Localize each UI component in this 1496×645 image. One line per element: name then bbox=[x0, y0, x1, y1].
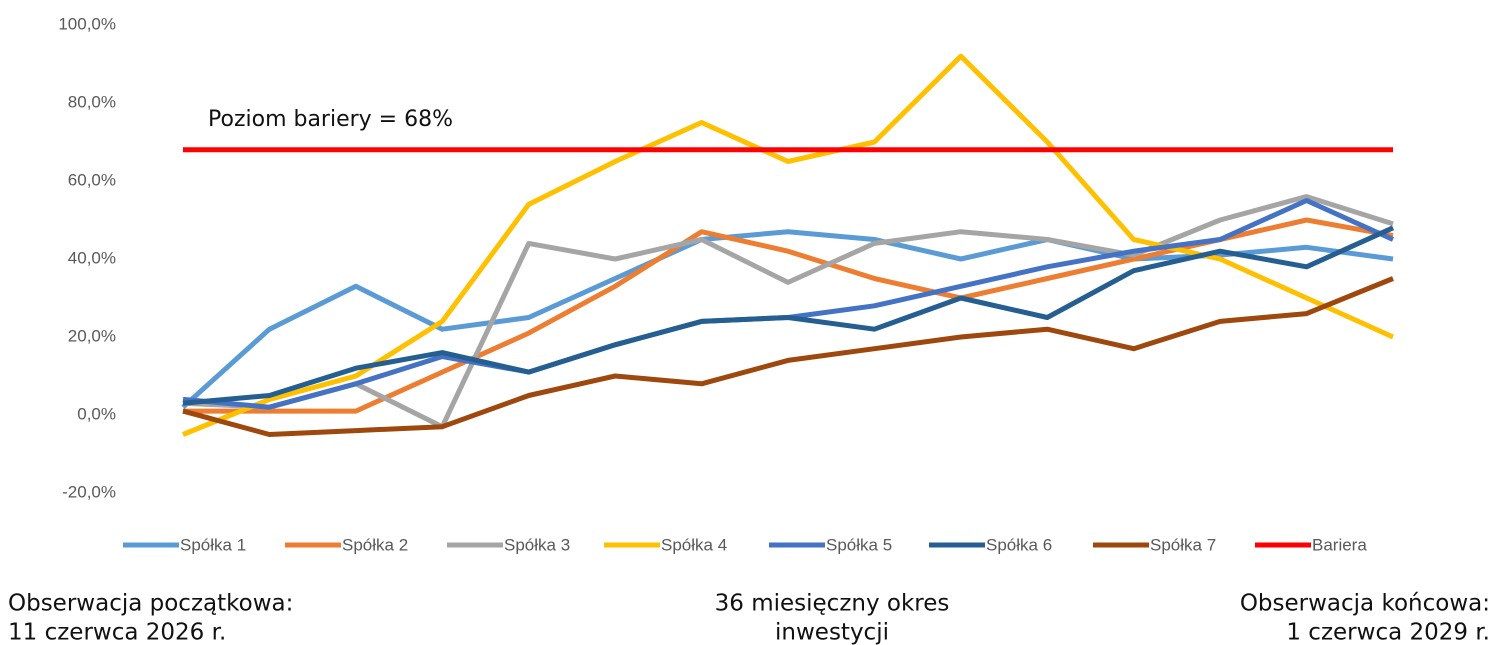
legend-label: Bariera bbox=[1312, 535, 1367, 554]
y-tick-label: 80,0% bbox=[68, 92, 116, 111]
y-tick-label: 0,0% bbox=[77, 404, 116, 423]
legend-label: Spółka 1 bbox=[180, 535, 246, 554]
y-tick-label: 40,0% bbox=[68, 248, 116, 267]
y-tick-label: -20,0% bbox=[62, 482, 116, 501]
series-line bbox=[182, 276, 1394, 437]
footer-right: 1 czerwca 2029 r. bbox=[1286, 620, 1490, 645]
legend-label: Spółka 5 bbox=[826, 535, 892, 554]
legend-label: Spółka 3 bbox=[504, 535, 570, 554]
series-line bbox=[182, 225, 1395, 406]
footer-left: 11 czerwca 2026 r. bbox=[8, 620, 226, 645]
series-line bbox=[182, 53, 1395, 437]
legend-label: Spółka 6 bbox=[986, 535, 1052, 554]
y-tick-label: 20,0% bbox=[68, 326, 116, 345]
annotation: Poziom bariery = 68% bbox=[208, 107, 453, 132]
y-tick-label: 100,0% bbox=[58, 14, 116, 33]
legend-label: Spółka 7 bbox=[1150, 535, 1216, 554]
footer-left: Obserwacja początkowa: bbox=[8, 591, 293, 617]
footer-right: Obserwacja końcowa: bbox=[1240, 591, 1490, 617]
series-line bbox=[182, 194, 1394, 430]
footer-center: 36 miesięczny okres bbox=[715, 591, 950, 617]
legend-label: Spółka 4 bbox=[661, 535, 727, 554]
footer-center: inwestycji bbox=[775, 620, 889, 645]
y-tick-label: 60,0% bbox=[68, 170, 116, 189]
legend-label: Spółka 2 bbox=[342, 535, 408, 554]
